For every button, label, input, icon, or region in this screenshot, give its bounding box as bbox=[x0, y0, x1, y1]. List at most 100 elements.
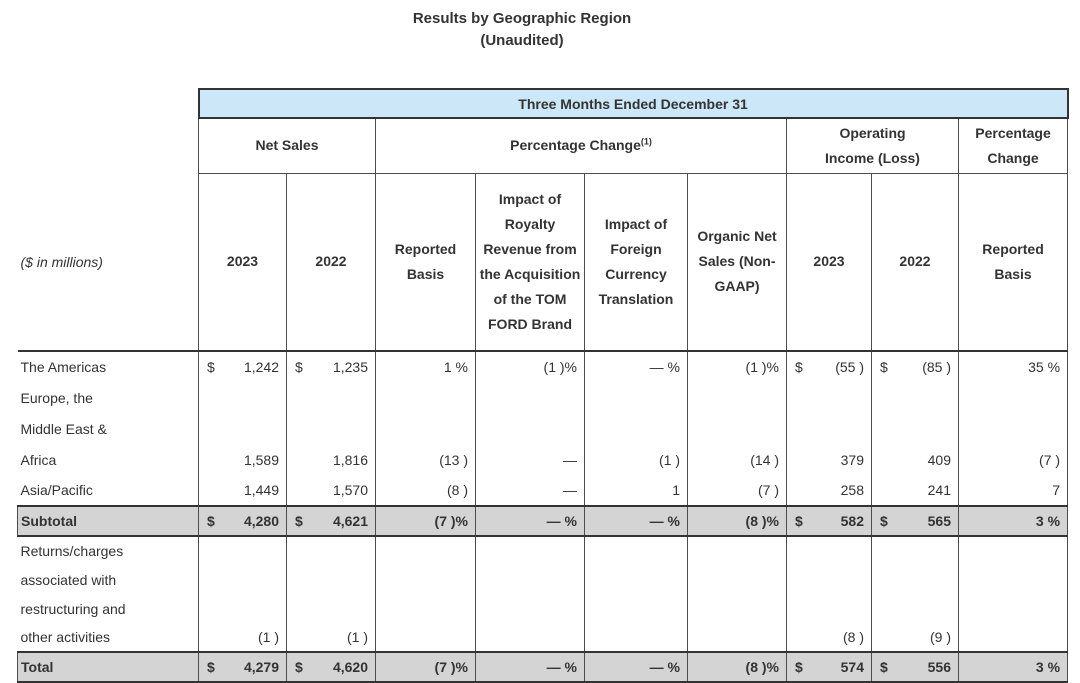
value-cell bbox=[687, 594, 787, 623]
value-cell bbox=[375, 536, 476, 565]
cell-value: 241 bbox=[927, 482, 951, 498]
row-label: Returns/charges bbox=[20, 543, 124, 559]
group-header-percentage-change: Percentage Change(1) bbox=[375, 117, 787, 174]
cell-value: 379 bbox=[840, 451, 864, 468]
value-cell bbox=[786, 565, 872, 594]
value-cell bbox=[584, 536, 688, 565]
value-cell: $565 bbox=[871, 505, 959, 537]
value-cell bbox=[198, 413, 287, 444]
row-label: associated with bbox=[20, 571, 117, 588]
value-cell bbox=[375, 565, 476, 594]
cell-value: (8 ) bbox=[843, 629, 864, 645]
value-cell: 3 % bbox=[957, 651, 1069, 683]
cell-value: 1,449 bbox=[243, 482, 279, 498]
value-cell: 3 % bbox=[957, 505, 1069, 537]
cell-value: 1,589 bbox=[243, 451, 279, 468]
value-cell: (8 ) bbox=[786, 623, 872, 652]
currency-symbol: $ bbox=[295, 513, 303, 529]
cell-value: (1 ) bbox=[258, 629, 279, 645]
row-label: Europe, the bbox=[20, 389, 93, 406]
cell-value: 4,621 bbox=[332, 513, 368, 529]
value-cell bbox=[786, 413, 872, 444]
table-row: associated with bbox=[18, 565, 1069, 594]
value-cell bbox=[871, 565, 959, 594]
value-cell: $1,235 bbox=[286, 350, 376, 382]
footnote-marker: (1) bbox=[640, 136, 652, 147]
header-spacer bbox=[17, 118, 199, 173]
currency-symbol: $ bbox=[880, 359, 888, 375]
dollars-in-millions-note: ($ in millions) bbox=[20, 253, 103, 270]
value-cell: 258 bbox=[786, 475, 872, 506]
cell-value: (8 )% bbox=[745, 659, 779, 675]
currency-symbol: $ bbox=[207, 359, 215, 375]
column-header-row: ($ in millions) 2023 2022 Reported Basis Im… bbox=[18, 172, 1069, 352]
value-cell: $582 bbox=[786, 505, 872, 537]
table-row: Europe, the bbox=[18, 382, 1069, 413]
value-cell bbox=[687, 382, 787, 413]
cell-value: 1 bbox=[672, 482, 680, 498]
value-cell bbox=[286, 594, 376, 623]
table-row: The Americas $1,242 $1,235 1 % (1 )% — % (1 )%… bbox=[17, 350, 1069, 382]
value-cell bbox=[871, 536, 959, 565]
value-cell: $4,280 bbox=[198, 505, 287, 537]
cell-value: (85 ) bbox=[922, 359, 951, 375]
row-label: Middle East & bbox=[20, 420, 107, 437]
value-cell bbox=[475, 536, 585, 565]
group-label: Percentage Change bbox=[510, 137, 641, 154]
value-cell bbox=[375, 594, 476, 623]
value-cell bbox=[687, 413, 787, 444]
cell-value: 556 bbox=[927, 659, 951, 675]
value-cell bbox=[786, 594, 872, 623]
value-cell: 1,589 bbox=[198, 444, 287, 475]
currency-symbol: $ bbox=[880, 659, 888, 675]
value-cell: (7 ) bbox=[957, 444, 1069, 475]
value-cell: (7 )% bbox=[375, 651, 476, 683]
span-header-row: Three Months Ended December 31 bbox=[17, 88, 1069, 119]
row-label: The Americas bbox=[17, 350, 199, 382]
cell-value: 4,279 bbox=[243, 659, 279, 675]
value-cell: (9 ) bbox=[871, 623, 959, 652]
page-title: Results by Geographic Region (Unaudited) bbox=[0, 8, 1044, 52]
value-cell bbox=[286, 565, 376, 594]
group-header-percentage-change-2: Percentage Change bbox=[957, 117, 1069, 174]
currency-symbol: $ bbox=[795, 659, 803, 675]
value-cell: 1,570 bbox=[286, 475, 376, 506]
cell-value: (8 )% bbox=[745, 513, 779, 529]
currency-symbol: $ bbox=[295, 659, 303, 675]
column-header: Impact of Foreign Currency Translation bbox=[584, 172, 688, 352]
value-cell: — bbox=[475, 444, 585, 475]
value-cell bbox=[957, 594, 1069, 623]
group-label: Percentage Change bbox=[975, 124, 1051, 166]
value-cell bbox=[786, 382, 872, 413]
value-cell bbox=[375, 382, 476, 413]
value-cell: (8 )% bbox=[687, 651, 787, 683]
currency-symbol: $ bbox=[795, 513, 803, 529]
value-cell bbox=[584, 382, 688, 413]
currency-symbol: $ bbox=[207, 513, 215, 529]
value-cell bbox=[687, 536, 787, 565]
value-cell bbox=[475, 413, 585, 444]
value-cell: $574 bbox=[786, 651, 872, 683]
table-row: Returns/charges bbox=[18, 536, 1069, 565]
value-cell bbox=[198, 382, 287, 413]
cell-value: — % bbox=[546, 513, 577, 529]
table-row: restructuring and bbox=[18, 594, 1069, 623]
value-cell bbox=[375, 623, 476, 652]
table-row: Middle East & bbox=[18, 413, 1069, 444]
cell-value: (7 )% bbox=[434, 659, 468, 675]
value-cell: $ (55 ) bbox=[786, 350, 872, 382]
cell-value: (14 ) bbox=[750, 451, 779, 468]
value-cell: (8 ) bbox=[375, 475, 476, 506]
cell-value: 3 % bbox=[1035, 659, 1061, 675]
table-row: Subtotal $4,280 $4,621 (7 )% — % — % (8 )% $582… bbox=[17, 505, 1069, 537]
value-cell bbox=[198, 594, 287, 623]
cell-value: — % bbox=[649, 359, 680, 375]
cell-value: 1,242 bbox=[243, 359, 279, 375]
value-cell bbox=[786, 536, 872, 565]
value-cell bbox=[198, 565, 287, 594]
cell-value: — bbox=[563, 451, 577, 468]
cell-value: 1 % bbox=[443, 359, 468, 375]
column-header: Reported Basis bbox=[957, 172, 1069, 352]
currency-symbol: $ bbox=[207, 659, 215, 675]
value-cell: (7 ) bbox=[687, 475, 787, 506]
